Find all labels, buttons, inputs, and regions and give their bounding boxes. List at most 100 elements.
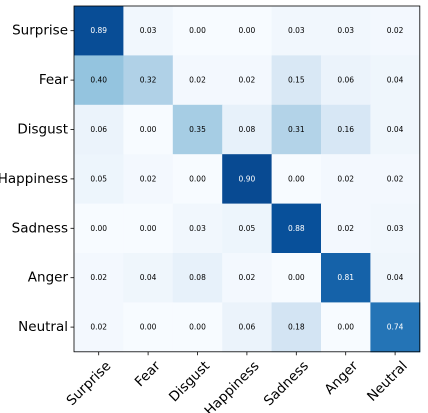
heatmap-cell [370,203,421,254]
cell-value-label: 0.89 [90,26,107,35]
cell-value-label: 0.03 [288,26,305,35]
cell-value-label: 0.00 [288,273,305,282]
cell-value-label: 0.08 [189,273,206,282]
heatmap-cell [321,302,371,353]
heatmap-cell [172,55,223,106]
heatmap-cell [74,154,124,205]
heatmap-cell [370,6,421,56]
cell-value-label: 0.05 [90,174,107,183]
cell-value-label: 0.00 [288,174,305,183]
heatmap-cell [74,253,124,303]
cell-value-label: 0.02 [337,174,354,183]
cell-value-label: 0.00 [189,174,206,183]
cell-value-label: 0.00 [189,323,206,332]
cell-value-label: 0.03 [189,224,206,233]
x-tick-label: Happiness [202,358,263,413]
heatmap-cell [370,154,421,205]
heatmap-cell [222,203,273,254]
heatmap-cell [123,104,174,155]
cell-value-label: 0.02 [90,273,107,282]
heatmap-cell [321,253,371,303]
heatmap-cell [222,6,273,56]
heatmap-cell [271,55,322,106]
heatmap-values: 0.89 0.03 0.00 0.00 0.03 0.03 0.02 0.40 0.32 0.02… [90,26,403,331]
heatmap-cell [271,104,322,155]
cell-value-label: 0.32 [140,76,157,85]
heatmap-cell [172,302,223,353]
cell-value-label: 0.00 [337,323,354,332]
y-tick-label: Surprise [12,23,68,39]
heatmap-cells [74,6,421,353]
cell-value-label: 0.00 [239,26,256,35]
heatmap-cell [370,55,421,106]
cell-value-label: 0.35 [189,125,206,134]
cell-value-label: 0.31 [288,125,305,134]
heatmap-cell [370,253,421,303]
cell-value-label: 0.04 [387,125,404,134]
x-tick-label: Fear [132,358,164,390]
cell-value-label: 0.02 [387,174,404,183]
cell-value-label: 0.03 [387,224,404,233]
cell-value-label: 0.02 [387,26,404,35]
heatmap-cell [172,253,223,303]
cell-value-label: 0.88 [288,224,305,233]
heatmap-cell [123,203,174,254]
cell-value-label: 0.06 [337,76,354,85]
cell-value-label: 0.03 [337,26,354,35]
heatmap-cell [123,302,174,353]
heatmap-cell [123,253,174,303]
heatmap-cell [321,203,371,254]
heatmap-cell [271,302,322,353]
heatmap-cell [172,154,223,205]
cell-value-label: 0.04 [140,273,157,282]
y-tick-label: Happiness [0,171,68,187]
heatmap-cell [321,104,371,155]
cell-value-label: 0.02 [140,174,157,183]
heatmap-cell [271,203,322,254]
cell-value-label: 0.06 [90,125,107,134]
heatmap-cell [321,55,371,106]
heatmap-cell [370,302,421,353]
cell-value-label: 0.00 [189,26,206,35]
cell-value-label: 0.06 [239,323,256,332]
heatmap-cell [123,154,174,205]
cell-value-label: 0.02 [239,273,256,282]
heatmap-cell [172,6,223,56]
y-tick-label: Disgust [17,122,68,138]
x-tick-label: Anger [322,358,362,398]
cell-value-label: 0.18 [288,323,305,332]
heatmap-cell [74,203,124,254]
heatmap-cell [74,104,124,155]
x-tick-label: Surprise [63,358,114,409]
cell-value-label: 0.00 [140,323,157,332]
heatmap-cell [271,253,322,303]
heatmap-cell [74,6,124,56]
cell-value-label: 0.04 [387,76,404,85]
cell-value-label: 0.00 [90,224,107,233]
cell-value-label: 0.00 [140,224,157,233]
heatmap-cell [222,253,273,303]
heatmap-cell [222,154,273,205]
cell-value-label: 0.02 [337,224,354,233]
heatmap-cell [74,55,124,106]
heatmap-cell [123,6,174,56]
cell-value-label: 0.08 [239,125,256,134]
cell-value-label: 0.00 [140,125,157,134]
cell-value-label: 0.40 [90,76,107,85]
cell-value-label: 0.90 [239,174,256,183]
cell-value-label: 0.04 [387,273,404,282]
y-tick-label: Neutral [18,319,68,335]
x-tick-label: Sadness [261,358,312,409]
y-tick-label: Anger [28,270,69,286]
cell-value-label: 0.02 [90,323,107,332]
cell-value-label: 0.81 [337,273,354,282]
y-axis: Surprise Fear Disgust Happiness Sadness Anger… [0,23,74,335]
heatmap-cell [370,104,421,155]
heatmap-cell [271,154,322,205]
heatmap-cell [222,104,273,155]
cell-value-label: 0.02 [189,76,206,85]
y-tick-label: Sadness [12,220,68,236]
heatmap-cell [222,55,273,106]
cell-value-label: 0.02 [239,76,256,85]
